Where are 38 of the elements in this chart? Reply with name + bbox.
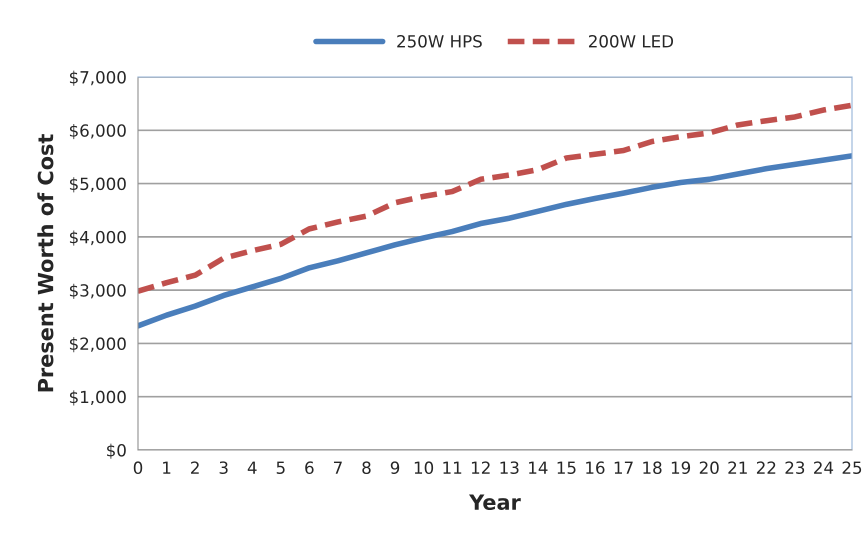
y-tick-label: $4,000 <box>70 230 126 246</box>
y-tick-label: $6,000 <box>70 124 126 140</box>
y-tick-label: $0 <box>107 444 126 459</box>
x-tick-label: 15 <box>558 462 576 474</box>
x-tick-label: 3 <box>220 461 228 474</box>
x-tick-label: 0 <box>134 461 142 474</box>
x-tick-label: 10 <box>414 461 434 474</box>
legend-label: 200W LED <box>588 34 674 48</box>
x-tick-label: 8 <box>362 461 371 474</box>
x-tick-label: 11 <box>443 462 462 474</box>
x-tick-label: 23 <box>785 461 804 474</box>
x-tick-label: 7 <box>334 462 342 474</box>
y-axis-title: Present Worth of Cost <box>37 134 54 392</box>
legend-label: 250W HPS <box>397 34 482 48</box>
y-tick-label: $1,000 <box>70 390 126 406</box>
x-tick-label: 9 <box>390 461 400 474</box>
y-tick-label: $3,000 <box>70 284 126 299</box>
y-tick-label: $7,000 <box>70 70 126 86</box>
x-tick-label: 1 <box>163 462 170 474</box>
x-tick-label: 4 <box>248 462 257 474</box>
x-tick-label: 17 <box>614 462 633 474</box>
x-tick-label: 13 <box>500 461 519 474</box>
x-tick-label: 5 <box>276 462 285 474</box>
x-tick-label: 24 <box>814 461 834 474</box>
x-tick-label: 22 <box>756 461 776 474</box>
x-tick-label: 21 <box>728 461 747 474</box>
x-tick-label: 20 <box>700 461 719 474</box>
x-tick-label: 2 <box>191 461 199 474</box>
x-tick-label: 6 <box>305 461 314 474</box>
x-tick-label: 19 <box>672 461 690 474</box>
x-tick-label: 16 <box>586 461 605 474</box>
x-tick-label: 18 <box>643 461 662 474</box>
x-axis-title: Year <box>468 494 521 510</box>
y-tick-label: $5,000 <box>70 177 126 192</box>
y-tick-label: $2,000 <box>70 337 126 352</box>
x-tick-label: 25 <box>842 461 862 474</box>
x-tick-label: 14 <box>529 462 548 474</box>
x-tick-label: 12 <box>472 461 490 474</box>
